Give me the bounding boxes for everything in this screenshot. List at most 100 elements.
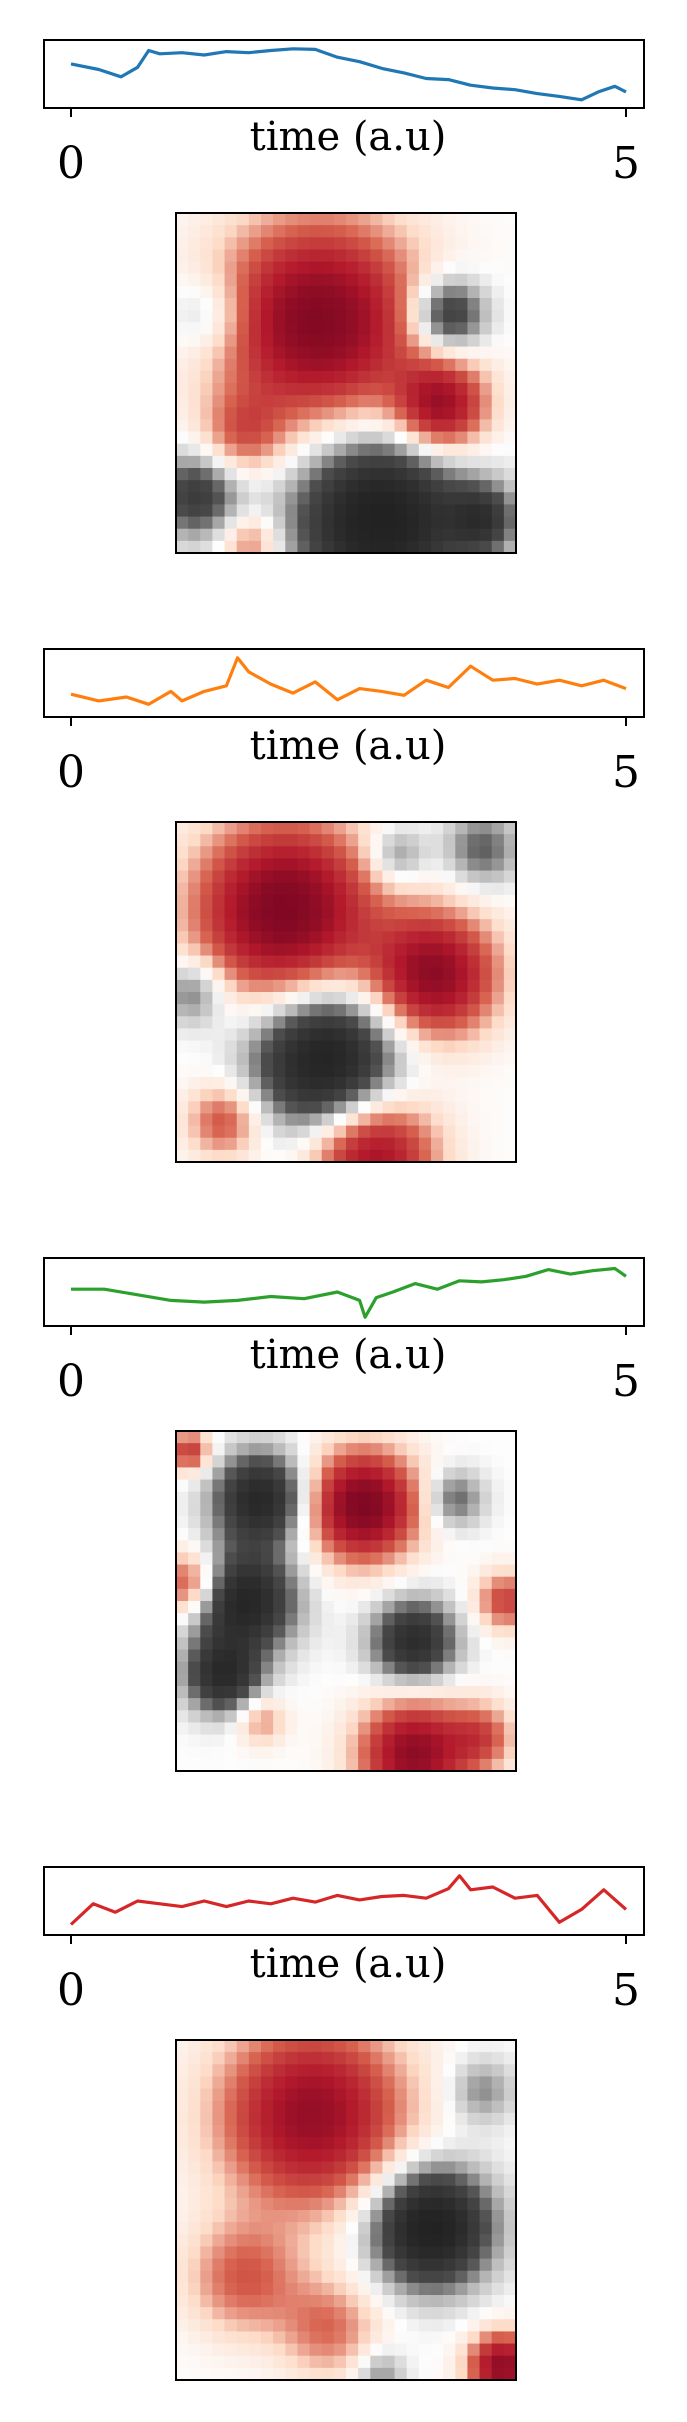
heatmap-cell [382,455,396,469]
heatmap-cell [346,1673,359,1687]
heatmap-cell [273,931,286,945]
heatmap-cell [333,907,347,920]
heatmap-cell [370,2282,384,2296]
heatmap-cell [491,2295,505,2308]
heatmap-cell [406,1113,420,1127]
heatmap-cell [431,1443,444,1456]
heatmap-cell [394,249,408,263]
heatmap-cell [285,2040,299,2053]
heatmap-cell [273,1746,286,1760]
heatmap-cell [261,1149,274,1163]
heatmap-cell [273,2258,286,2272]
heatmap-cell [333,1734,347,1748]
heatmap-cell [467,1137,481,1151]
heatmap-cell [248,1028,262,1042]
heatmap-cell [382,1089,396,1102]
heatmap-cell [176,931,189,945]
heatmap-cell [406,870,420,884]
heatmap-cell [382,2052,396,2065]
heatmap-cell [321,2173,335,2187]
heatmap-cell [236,383,250,396]
heatmap-cell [188,1052,201,1066]
heatmap-cell [382,1064,396,1078]
heatmap-cell [309,1479,323,1493]
heatmap-cell [212,261,226,275]
heatmap-cell [248,1455,262,1469]
heatmap-cell [224,1516,238,1529]
heatmap-cell [346,858,359,872]
heatmap-cell [224,1649,238,1663]
heatmap-cell [200,907,214,920]
heatmap-cell [248,261,262,275]
heatmap-cell [346,2088,359,2102]
heatmap-cell [333,992,347,1005]
heatmap-cell [333,370,347,384]
heatmap-cell [370,1564,384,1578]
heatmap-cell [285,1516,299,1529]
heatmap-cell [382,2258,396,2272]
heatmap-cell [382,322,396,336]
heatmap-cell [479,2355,493,2369]
heatmap-cell [418,407,432,421]
heatmap-cell [176,1613,189,1626]
heatmap-cell [224,2270,238,2284]
heatmap-cell [394,310,408,323]
heatmap-cell [224,2307,238,2320]
heatmap-cell [285,2088,299,2102]
heatmap-cell [248,1137,262,1151]
heatmap-cell [248,1443,262,1456]
heatmap-cell [503,2234,517,2248]
heatmap-cell [503,455,517,469]
heatmap-cell [224,992,238,1005]
heatmap-cell [346,1113,359,1127]
heatmap-cell [309,322,323,336]
heatmap-cell [467,407,481,421]
heatmap-cell [370,2040,384,2053]
heatmap-cell [406,407,420,421]
heatmap-cell [176,310,189,323]
heatmap-cell [321,334,335,348]
heatmap-cell [309,504,323,518]
heatmap-cell [188,2173,201,2187]
heatmap-cell [467,1040,481,1054]
heatmap-cell [333,1746,347,1760]
heatmap-cell [358,1649,371,1663]
heatmap-cell [503,2076,517,2090]
heatmap-cell [406,2125,420,2138]
heatmap-cell [248,943,262,957]
heatmap-cell [176,1552,189,1566]
heatmap-cell [431,2040,444,2053]
heatmap-cell [321,1431,335,1444]
heatmap-cell [261,919,274,932]
heatmap-cell [261,882,274,896]
heatmap-cell [358,1077,371,1090]
heatmap-cell [455,1089,469,1102]
heatmap-cell [467,1113,481,1127]
heatmap-cell [418,346,432,360]
heatmap-cell [346,2367,359,2381]
heatmap-cell [333,1698,347,1711]
heatmap-cell [431,1137,444,1151]
heatmap-cell [333,1016,347,1030]
heatmap-cell [370,2222,384,2235]
heatmap-cell [370,2343,384,2357]
heatmap-cell [467,383,481,396]
heatmap-cell [479,1455,493,1469]
heatmap-cell [491,468,505,481]
heatmap-cell [406,1576,420,1590]
heatmap-cell [358,1673,371,1687]
heatmap-cell [382,1564,396,1578]
heatmap-cell [467,955,481,969]
heatmap-cell [176,919,189,932]
heatmap-cell [224,955,238,969]
heatmap-cell [333,1710,347,1724]
heatmap-cell [382,1077,396,1090]
heatmap-cell [200,2100,214,2114]
heatmap-cell [370,1576,384,1590]
heatmap-cell [273,1443,286,1456]
heatmap-cell [491,882,505,896]
heatmap-cell [358,322,371,336]
heatmap-cell [394,2319,408,2333]
heatmap-cell [224,1028,238,1042]
heatmap-cell [370,1125,384,1139]
